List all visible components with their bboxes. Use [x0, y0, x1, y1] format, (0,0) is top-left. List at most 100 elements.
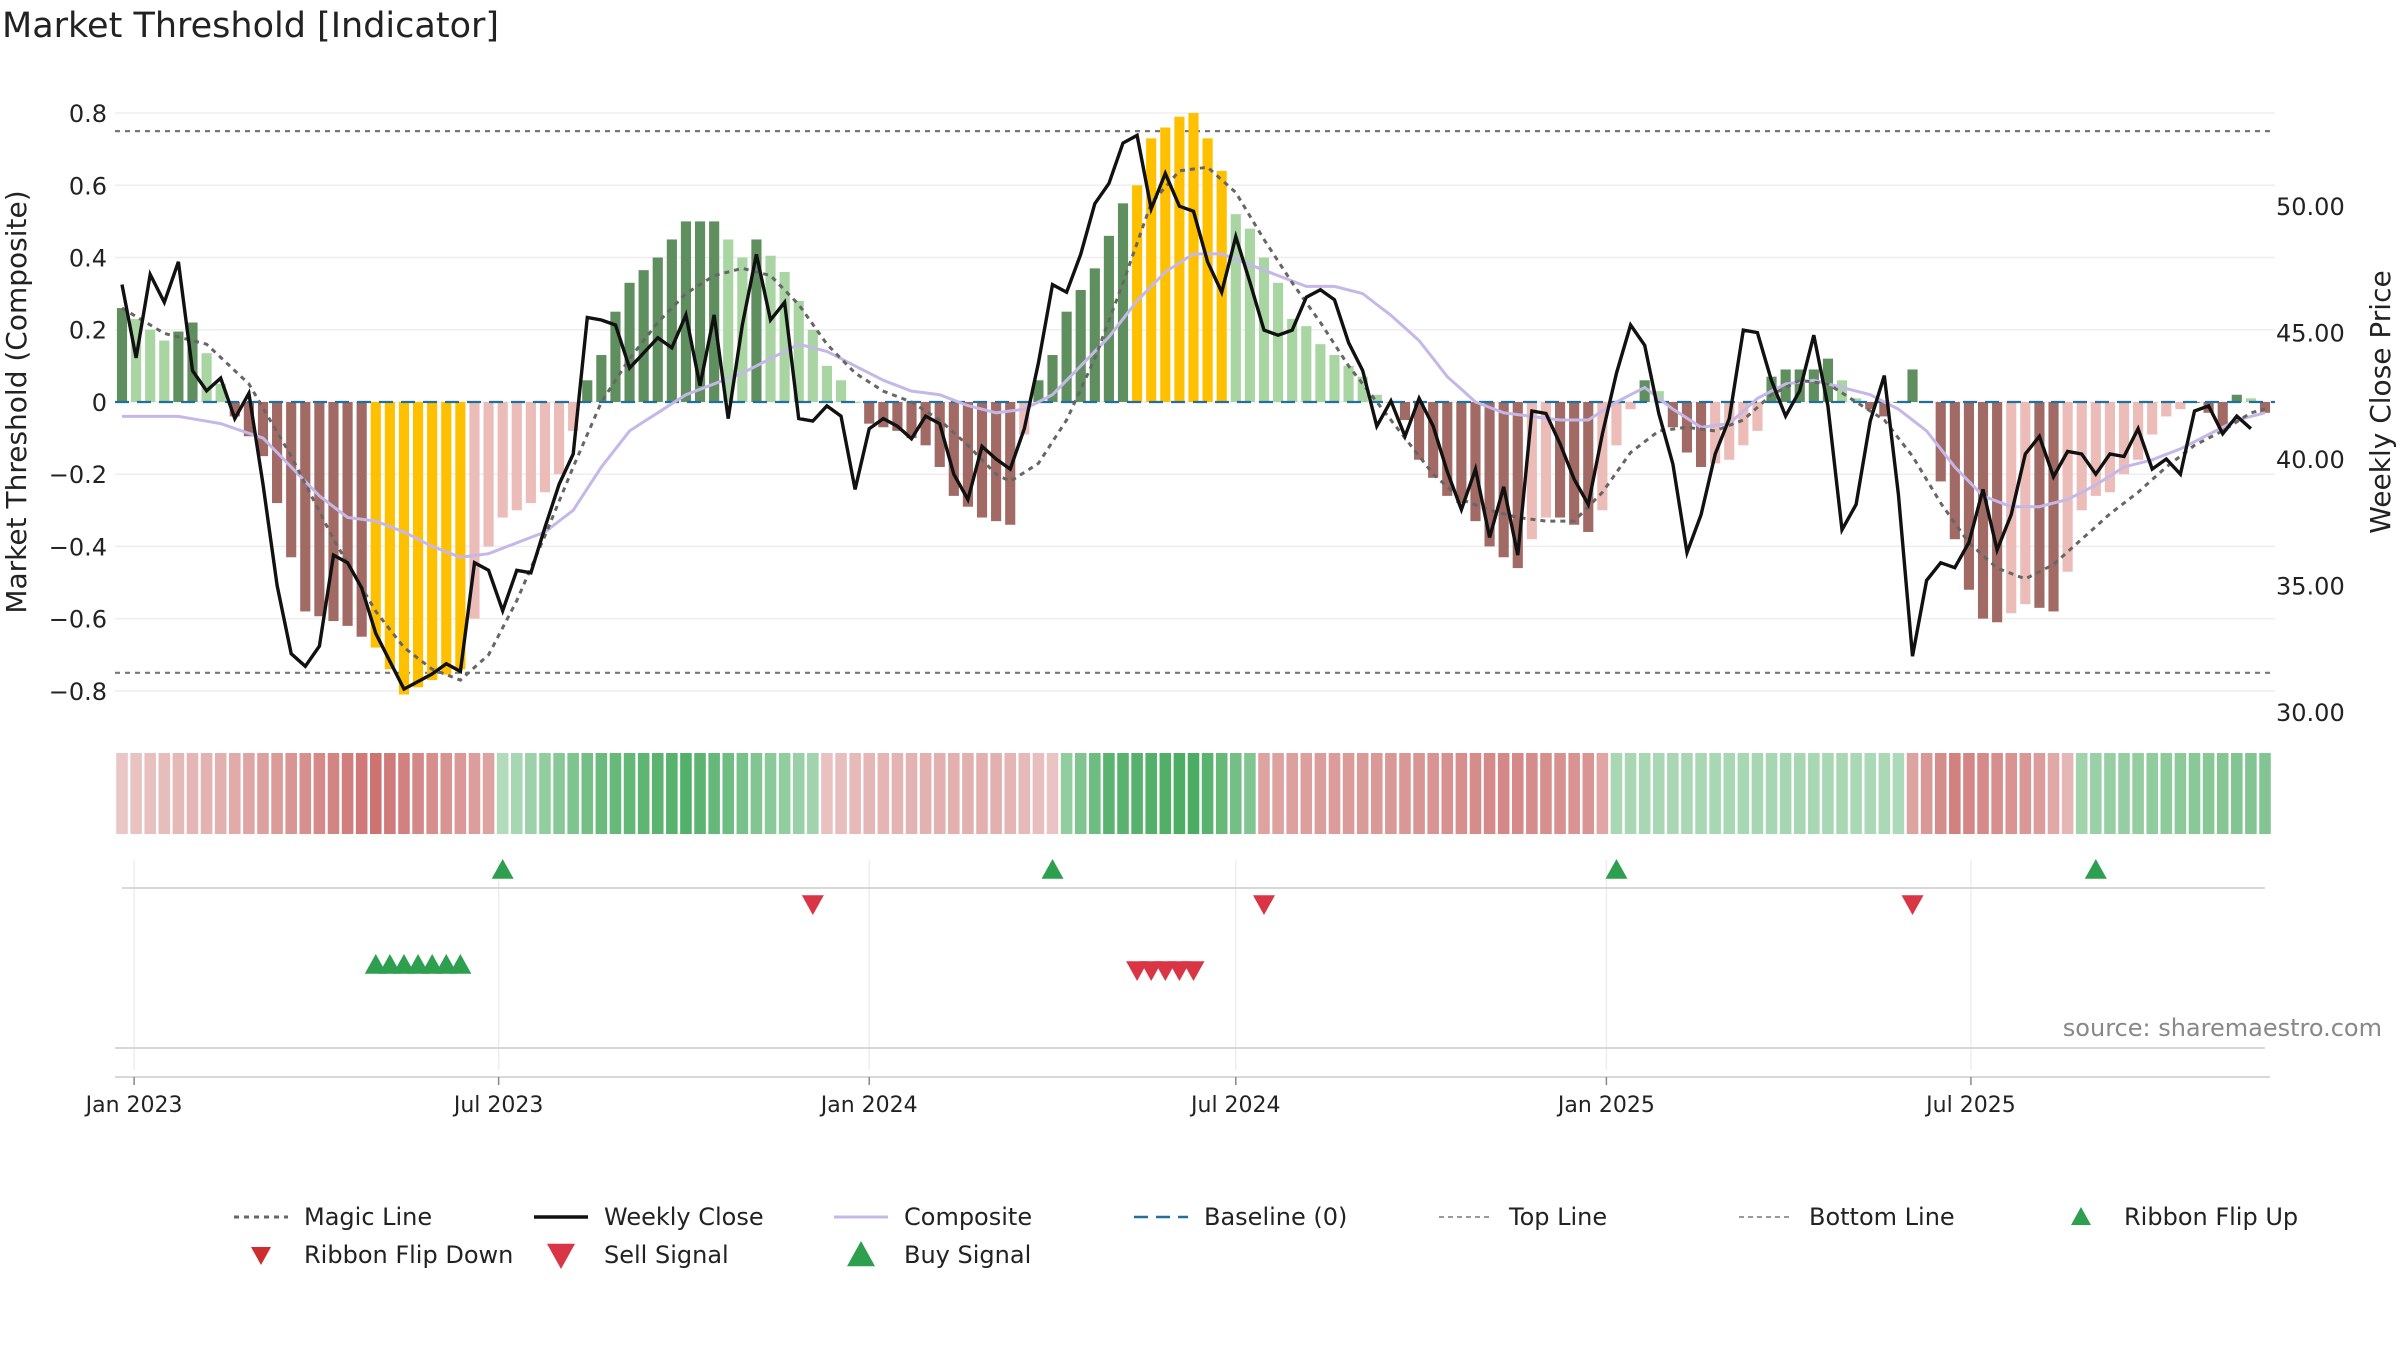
composite-bar — [1047, 355, 1058, 402]
ribbon-cell — [1681, 753, 1693, 834]
ribbon-cell — [116, 753, 128, 834]
composite-bar — [1977, 401, 1989, 619]
composite-bar — [779, 271, 790, 402]
source-credit: source: sharemaestro.com — [2062, 1014, 2382, 1042]
ribbon-cell — [1652, 753, 1665, 834]
legend-swatch — [2071, 1207, 2091, 1225]
composite-bar — [864, 401, 875, 424]
ribbon-cell — [1920, 753, 1933, 834]
composite-bar — [835, 380, 847, 402]
ribbon-cell — [1089, 753, 1101, 834]
ribbon-cell — [1399, 753, 1411, 834]
ribbon-cell — [2005, 753, 2018, 834]
composite-bar — [610, 311, 621, 402]
y-right-tick-label: 40.00 — [2276, 446, 2345, 474]
composite-bar — [2147, 401, 2158, 435]
ribbon-cell — [637, 753, 650, 834]
legend-label: Composite — [904, 1203, 1033, 1231]
composite-bar — [1949, 401, 1960, 540]
composite-bar — [173, 331, 184, 402]
composite-bar — [1625, 401, 1636, 410]
legend-label: Bottom Line — [1809, 1203, 1955, 1231]
legend-marker — [251, 1247, 271, 1265]
composite-bar — [1174, 116, 1185, 402]
ribbon-cell — [1314, 753, 1327, 834]
composite-bar — [1230, 214, 1241, 402]
ribbon-cell — [1526, 753, 1538, 834]
composite-bar — [1681, 401, 1693, 453]
ribbon-cell — [510, 753, 523, 834]
ribbon-cell — [1201, 753, 1214, 834]
composite-bar — [1399, 401, 1411, 421]
ribbon-cell — [130, 753, 142, 834]
y-tick-label: −0.8 — [49, 678, 107, 706]
x-tick-label: Jan 2024 — [819, 1093, 918, 1118]
ribbon-cell — [257, 753, 269, 834]
ribbon-cell — [355, 753, 368, 834]
composite-bar — [821, 365, 833, 402]
sell-signal-marker — [1168, 961, 1191, 981]
legend-swatch — [1739, 1216, 1793, 1218]
composite-bar — [1075, 290, 1086, 402]
composite-bar — [1132, 185, 1143, 402]
composite-bar — [948, 401, 959, 496]
ribbon-cell — [948, 753, 960, 834]
composite-bar — [1667, 401, 1678, 428]
ribbon-cell — [2019, 753, 2032, 834]
ribbon-cell — [1511, 753, 1524, 834]
ribbon-cell — [2118, 753, 2130, 834]
composite-bar — [201, 353, 212, 402]
composite-bar — [2090, 401, 2101, 496]
ribbon-cell — [1018, 753, 1031, 834]
ribbon-cell — [962, 753, 974, 834]
ribbon-cell — [1413, 753, 1425, 834]
ribbon-cell — [440, 753, 453, 834]
ribbon-flip-up-marker — [491, 859, 514, 879]
y-tick-label: 0.4 — [69, 245, 107, 273]
ribbon-cell — [1441, 753, 1454, 834]
composite-bar — [1033, 380, 1044, 402]
x-tick-label: Jul 2025 — [1924, 1093, 2016, 1118]
buy-signal-marker — [392, 954, 415, 974]
ribbon-cell — [1638, 753, 1651, 834]
composite-bar — [582, 380, 593, 402]
composite-bar — [1315, 344, 1326, 402]
legend-swatch — [547, 1243, 575, 1269]
buy-signal-marker — [378, 954, 401, 974]
ribbon-cell — [1737, 753, 1750, 834]
ribbon-flip-up-marker — [2084, 859, 2107, 879]
composite-bar — [1935, 401, 1946, 482]
ribbon-flip-up-marker — [1041, 859, 1064, 879]
composite-bar — [384, 401, 395, 670]
composite-bar — [455, 401, 466, 670]
buy-signal-marker — [421, 954, 444, 974]
x-tick-label: Jan 2023 — [84, 1093, 183, 1118]
y-right-tick-label: 30.00 — [2276, 699, 2345, 727]
ribbon-cell — [426, 753, 438, 834]
composite-bar — [1329, 355, 1340, 402]
composite-bar — [2259, 401, 2271, 413]
ribbon-cell — [1173, 753, 1186, 834]
ribbon-cell — [1850, 753, 1862, 834]
ribbon-cell — [2075, 753, 2088, 834]
y-right-tick-label: 35.00 — [2276, 572, 2345, 600]
composite-bar — [723, 239, 734, 402]
ribbon-cell — [1455, 753, 1468, 834]
sell-signal-marker — [1182, 961, 1205, 981]
ribbon-cell — [1117, 753, 1129, 834]
composite-bar — [1005, 401, 1016, 525]
composite-bar — [1992, 401, 2003, 623]
ribbon-cell — [1230, 753, 1242, 834]
legend-item: Buy Signal — [832, 1238, 1031, 1272]
composite-bar — [511, 401, 522, 511]
legend-item: Top Line — [1437, 1200, 1607, 1234]
legend-swatch — [834, 1215, 888, 1219]
composite-bar — [1343, 365, 1354, 402]
legend-label: Magic Line — [304, 1203, 433, 1231]
ribbon-cell — [2061, 753, 2074, 834]
ribbon-cell — [2132, 753, 2144, 834]
ribbon-cell — [1215, 753, 1228, 834]
ribbon-cell — [1836, 753, 1848, 834]
ribbon-cell — [158, 753, 171, 834]
